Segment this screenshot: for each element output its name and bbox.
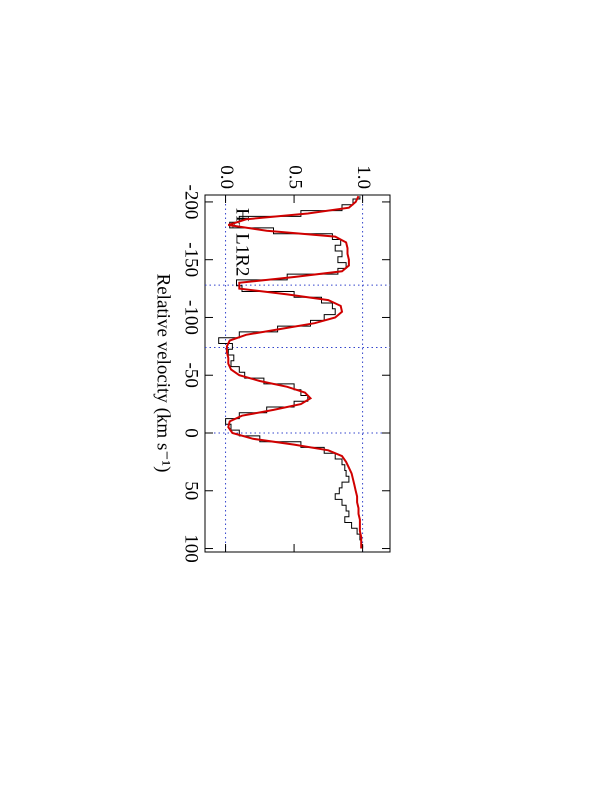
x-tick-label: 0 [181, 428, 202, 438]
x-tick-label: -150 [181, 242, 202, 277]
x-axis-title: Relative velocity (km s⁻¹) [153, 274, 174, 473]
x-tick-label: 50 [181, 481, 202, 500]
y-tick-label: 0.5 [285, 165, 306, 189]
x-tick-label: 100 [181, 534, 202, 563]
annotation: H₂ L1R2 [232, 208, 253, 276]
series-line [225, 195, 363, 549]
x-tick-label: -200 [181, 185, 202, 220]
plot-frame [204, 194, 391, 553]
x-tick-label: -50 [181, 363, 202, 388]
series-line [218, 196, 364, 549]
y-tick-label: 1.0 [353, 165, 374, 189]
y-tick-label: 0.0 [216, 165, 237, 189]
x-tick-label: -100 [181, 300, 202, 335]
